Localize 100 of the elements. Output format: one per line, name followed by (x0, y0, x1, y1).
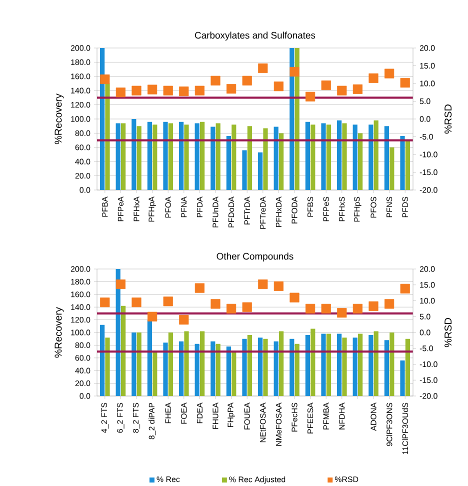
bar (200, 122, 205, 190)
bar (116, 123, 120, 190)
point (100, 74, 110, 84)
point (116, 88, 126, 98)
point (368, 301, 378, 311)
bar (163, 342, 168, 396)
bar (352, 124, 358, 190)
bar (305, 335, 310, 396)
bar (321, 334, 326, 396)
bar (279, 331, 284, 396)
bar (179, 122, 184, 190)
bar (279, 133, 284, 190)
bar (194, 344, 200, 396)
bar (263, 338, 268, 396)
point (290, 292, 300, 302)
chart-title: Other Compounds (216, 252, 294, 262)
point (400, 284, 410, 294)
point (210, 299, 220, 309)
point (100, 298, 110, 308)
bar (358, 334, 363, 396)
y2-axis-title: %RSD (444, 104, 452, 134)
bar (247, 126, 252, 190)
bar (263, 128, 268, 190)
bar (374, 331, 378, 396)
bar (258, 152, 263, 190)
point (274, 281, 284, 291)
bar (368, 124, 374, 190)
point (306, 92, 316, 102)
bar (337, 334, 342, 396)
bar (121, 306, 126, 396)
bar (179, 341, 184, 396)
bar (384, 126, 390, 190)
bar (168, 332, 173, 396)
bar (242, 150, 247, 190)
bar (294, 344, 300, 396)
point (242, 302, 252, 312)
bar (136, 332, 142, 396)
point (290, 66, 300, 77)
point (337, 86, 347, 96)
point (226, 304, 236, 314)
bar (384, 340, 390, 396)
bar (326, 334, 332, 396)
bar (163, 122, 168, 190)
bar (232, 124, 236, 190)
bar (184, 331, 189, 396)
bar (232, 352, 236, 396)
point (194, 283, 204, 293)
bar (405, 140, 410, 190)
bar (290, 338, 294, 396)
bar (132, 332, 136, 396)
bar (400, 136, 405, 190)
bar (390, 332, 394, 396)
bar (105, 338, 110, 396)
point (352, 304, 363, 314)
bar (342, 123, 347, 190)
point (337, 308, 347, 318)
point (352, 84, 363, 94)
bar (342, 338, 347, 396)
bar (210, 341, 216, 396)
point (384, 299, 394, 309)
bar (247, 335, 252, 396)
bar (184, 124, 189, 190)
point (210, 76, 220, 86)
point (321, 304, 331, 314)
bar (216, 344, 220, 396)
bar (242, 338, 247, 396)
point (132, 298, 142, 308)
point (148, 312, 158, 322)
bar (100, 324, 105, 396)
bar (226, 346, 231, 396)
bar (310, 328, 316, 396)
bar (400, 360, 405, 396)
point (306, 304, 316, 314)
bar (390, 147, 394, 190)
bar (321, 123, 326, 190)
point (194, 86, 204, 96)
point (116, 279, 126, 290)
bar (274, 341, 278, 396)
point (163, 86, 173, 96)
chart-title: Carboxylates and Sulfonates (194, 32, 316, 41)
y2-axis-title: %RSD (444, 318, 452, 348)
bar (147, 320, 152, 396)
point (274, 82, 284, 92)
bar (136, 126, 142, 190)
point (400, 78, 410, 88)
bar (258, 338, 263, 396)
bar (310, 124, 316, 190)
bar (200, 331, 205, 396)
bar (121, 123, 126, 190)
point (258, 63, 268, 74)
bar (368, 335, 374, 396)
point (226, 84, 236, 94)
bar (194, 123, 200, 190)
bar (374, 120, 378, 190)
bar (274, 126, 278, 190)
bar (168, 123, 173, 190)
point (179, 315, 189, 325)
point (179, 86, 189, 96)
point (163, 296, 173, 306)
bar (105, 83, 110, 190)
